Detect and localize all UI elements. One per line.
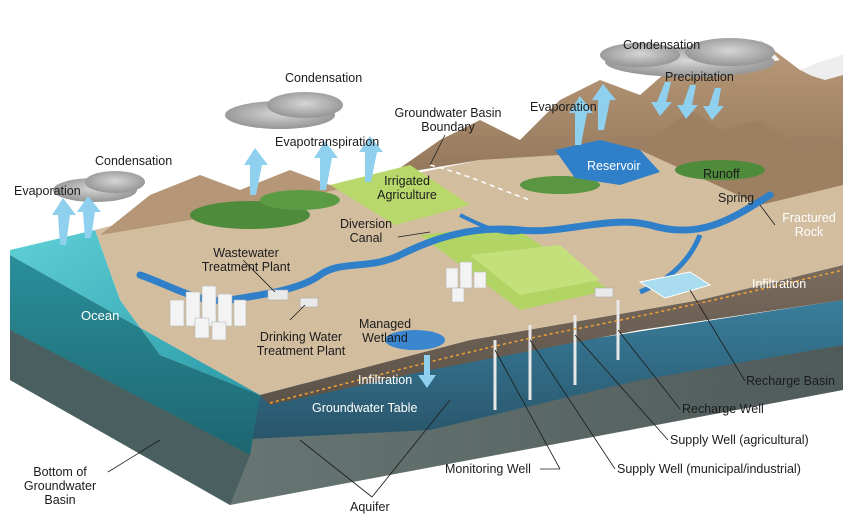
label-wastewater-treatment-plant-line2: Treatment Plant — [201, 260, 291, 274]
label-evaporation-right: Evaporation — [530, 100, 597, 114]
river-to-basin — [639, 234, 703, 295]
label-ocean: Ocean — [81, 308, 120, 323]
soil-layer — [260, 265, 843, 405]
label-runoff: Runoff — [703, 167, 740, 181]
reservoir — [555, 140, 660, 185]
treatment-plants — [267, 287, 614, 308]
label-wastewater-treatment-plant-line1: Wastewater — [213, 246, 279, 260]
fields-lower-2 — [470, 245, 600, 295]
label-irrigated-agriculture: Irrigated Agriculture — [367, 174, 447, 202]
label-condensation-right: Condensation — [623, 38, 701, 52]
label-supply-well-municipal: Supply Well (municipal/industrial) — [617, 462, 801, 476]
label-groundwater-basin-boundary: Groundwater Basin Boundary — [383, 106, 513, 134]
label-drinking-water-treatment-plant-line2: Treatment Plant — [256, 344, 346, 358]
label-fractured-rock: Fractured Rock — [779, 211, 839, 239]
label-wastewater-treatment-plant: Wastewater Treatment Plant — [196, 246, 296, 274]
label-monitoring-well: Monitoring Well — [445, 462, 531, 476]
mountains-right-front — [640, 110, 843, 205]
cloud-left — [53, 171, 145, 202]
label-supply-well-agricultural: Supply Well (agricultural) — [670, 433, 809, 447]
label-managed-wetland: Managed Wetland — [352, 317, 418, 345]
label-diversion-canal-line1: Diversion — [339, 217, 393, 231]
label-recharge-basin: Recharge Basin — [746, 374, 835, 388]
label-drinking-water-treatment-plant-line1: Drinking Water — [259, 330, 343, 344]
canal — [459, 213, 521, 235]
label-managed-wetland-line1: Managed — [358, 317, 412, 331]
groundwater-table-line — [269, 269, 843, 404]
seafloor — [10, 330, 250, 505]
label-bottom-of-groundwater-basin-line2: Groundwater — [23, 479, 97, 493]
label-evapotranspiration: Evapotranspiration — [275, 135, 380, 149]
label-groundwater-table: Groundwater Table — [312, 401, 418, 415]
label-fractured-rock-line2: Rock — [794, 225, 824, 239]
precipitation-arrows — [651, 82, 724, 120]
label-irrigated-agriculture-line1: Irrigated — [384, 174, 430, 188]
mountains-snow-2 — [800, 55, 843, 80]
label-drinking-water-treatment-plant: Drinking Water Treatment Plant — [246, 330, 356, 358]
label-evaporation-left: Evaporation — [14, 184, 81, 198]
label-irrigated-agriculture-line2: Agriculture — [377, 188, 437, 202]
label-bottom-of-groundwater-basin-line3: Basin — [44, 493, 76, 507]
forest-right — [675, 160, 765, 180]
city-buildings — [169, 261, 487, 341]
label-aquifer: Aquifer — [350, 500, 390, 514]
label-precipitation: Precipitation — [665, 70, 734, 84]
cloud-center — [225, 92, 343, 129]
label-reservoir: Reservoir — [587, 159, 641, 173]
ocean-surface — [10, 230, 260, 395]
label-managed-wetland-line2: Wetland — [362, 331, 408, 345]
recharge-basin — [638, 271, 712, 299]
label-diversion-canal: Diversion Canal — [330, 217, 402, 245]
forest-far — [520, 176, 600, 194]
label-recharge-well: Recharge Well — [682, 402, 764, 416]
vapor-arrows — [52, 84, 616, 245]
label-groundwater-basin-boundary-line2: Boundary — [421, 120, 475, 134]
label-condensation-left: Condensation — [95, 154, 173, 168]
wetland — [385, 330, 445, 350]
cloud-right — [600, 38, 775, 77]
label-infiltration-center: Infiltration — [358, 373, 413, 387]
label-fractured-rock-line1: Fractured — [782, 211, 836, 225]
label-condensation-center: Condensation — [285, 71, 363, 85]
forest-center — [260, 190, 340, 210]
label-diversion-canal-line2: Canal — [349, 231, 383, 245]
infiltration-arrows — [418, 355, 436, 388]
ocean-side — [10, 255, 260, 455]
label-spring: Spring — [718, 191, 755, 205]
basin-boundary-line — [429, 164, 531, 201]
label-bottom-of-groundwater-basin: Bottom of Groundwater Basin — [12, 465, 108, 507]
label-bottom-of-groundwater-basin-line1: Bottom of — [33, 465, 87, 479]
label-groundwater-basin-boundary-line1: Groundwater Basin — [394, 106, 502, 120]
label-infiltration-right: Infiltration — [752, 277, 807, 291]
